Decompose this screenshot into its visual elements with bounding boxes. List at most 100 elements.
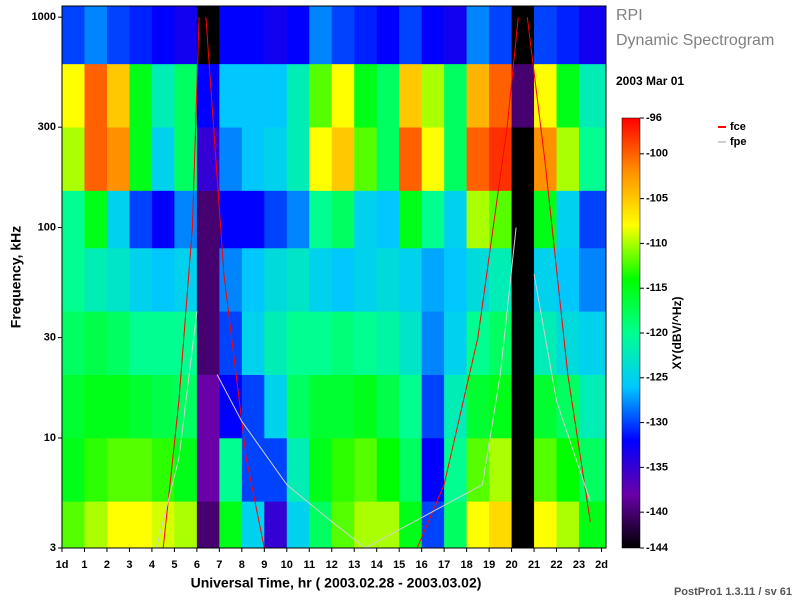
heatmap-cell [466, 63, 490, 128]
x-tick-label: 20 [505, 559, 517, 571]
heatmap-cell [241, 6, 265, 65]
heatmap-cell [151, 374, 175, 439]
heatmap-cell [376, 374, 400, 439]
heatmap-cell [399, 247, 422, 312]
x-tick-label: 2 [104, 559, 110, 571]
heatmap-cell [196, 311, 220, 375]
heatmap-cell [106, 190, 130, 249]
heatmap-cell [376, 127, 400, 191]
heatmap-cell [241, 63, 265, 128]
heatmap-cell [264, 501, 288, 549]
heatmap-cell [151, 501, 175, 549]
heatmap-cell [354, 127, 378, 191]
y-tick-label: 100 [38, 221, 56, 233]
heatmap [62, 6, 607, 549]
heatmap-cell [129, 190, 153, 249]
heatmap-cell [286, 190, 310, 249]
heatmap-cell [286, 127, 310, 191]
heatmap-cell [444, 374, 467, 439]
y-axis-label: Frequency, kHz [8, 226, 24, 328]
heatmap-cell [534, 6, 557, 65]
heatmap-cell [196, 374, 220, 439]
x-tick-label: 23 [573, 559, 585, 571]
heatmap-cell [196, 127, 220, 191]
x-tick-label: 1 [81, 559, 87, 571]
heatmap-cell [399, 127, 422, 191]
heatmap-cell [106, 63, 130, 128]
heatmap-cell [376, 501, 400, 549]
heatmap-cell [376, 437, 400, 502]
heatmap-cell [219, 311, 243, 375]
colorbar-tick-label: -96 [646, 112, 662, 124]
heatmap-cell [421, 247, 445, 312]
heatmap-cell [534, 63, 557, 128]
heatmap-cell [106, 247, 130, 312]
heatmap-cell [399, 63, 422, 128]
x-tick-label: 14 [371, 559, 384, 571]
heatmap-cell [444, 6, 467, 65]
x-tick-label: 19 [483, 559, 495, 571]
x-tick-label: 13 [348, 559, 360, 571]
x-tick-label: 3 [126, 559, 132, 571]
heatmap-cell [489, 6, 512, 65]
heatmap-cell [556, 501, 580, 549]
heatmap-cell [489, 127, 512, 191]
heatmap-cell [174, 6, 198, 65]
heatmap-cell [354, 247, 378, 312]
heatmap-cell [421, 437, 445, 502]
heatmap-cell [286, 6, 310, 65]
heatmap-cell [331, 247, 355, 312]
x-tick-label: 12 [326, 559, 338, 571]
heatmap-cell [399, 6, 422, 65]
heatmap-cell [534, 247, 557, 312]
legend-label: fpe [730, 136, 747, 148]
heatmap-cell [376, 311, 400, 375]
colorbar-label: XY(dBV/^Hz) [670, 296, 684, 369]
heatmap-cell [241, 127, 265, 191]
heatmap-cell [219, 63, 243, 128]
heatmap-cell [196, 6, 220, 65]
heatmap-cell [579, 63, 607, 128]
heatmap-cell [376, 63, 400, 128]
colorbar-tick-label: -135 [646, 461, 668, 473]
heatmap-cell [174, 63, 198, 128]
y-tick-label: 10 [44, 432, 56, 444]
heatmap-cell [62, 247, 85, 312]
heatmap-cell [129, 247, 153, 312]
x-tick-label: 1d [56, 559, 69, 571]
heatmap-cell [241, 311, 265, 375]
heatmap-cell [174, 501, 198, 549]
heatmap-cell [579, 311, 607, 375]
heatmap-cell [579, 247, 607, 312]
heatmap-cell [106, 374, 130, 439]
heatmap-cell [84, 63, 108, 128]
heatmap-cell [421, 127, 445, 191]
heatmap-cell [444, 190, 467, 249]
heatmap-cell [309, 437, 333, 502]
heatmap-cell [354, 501, 378, 549]
heatmap-cell [264, 374, 288, 439]
heatmap-cell [129, 437, 153, 502]
heatmap-cell [241, 501, 265, 549]
heatmap-cell [264, 311, 288, 375]
heatmap-cell [84, 374, 108, 439]
heatmap-cell [579, 190, 607, 249]
colorbar [621, 117, 641, 549]
heatmap-cell [444, 311, 467, 375]
y-tick-label: 30 [44, 331, 56, 343]
heatmap-cell [489, 501, 512, 549]
heatmap-cell [84, 247, 108, 312]
heatmap-cell [421, 190, 445, 249]
heatmap-cell [556, 374, 580, 439]
heatmap-cell [354, 311, 378, 375]
heatmap-cell [129, 127, 153, 191]
heatmap-cell [196, 63, 220, 128]
heatmap-cell [421, 311, 445, 375]
x-tick-label: 11 [303, 559, 315, 571]
legend-label: fce [730, 121, 746, 133]
heatmap-cell [219, 437, 243, 502]
heatmap-cell [129, 374, 153, 439]
heatmap-cell [174, 311, 198, 375]
colorbar-tick-label: -125 [646, 372, 668, 384]
heatmap-cell [466, 6, 490, 65]
